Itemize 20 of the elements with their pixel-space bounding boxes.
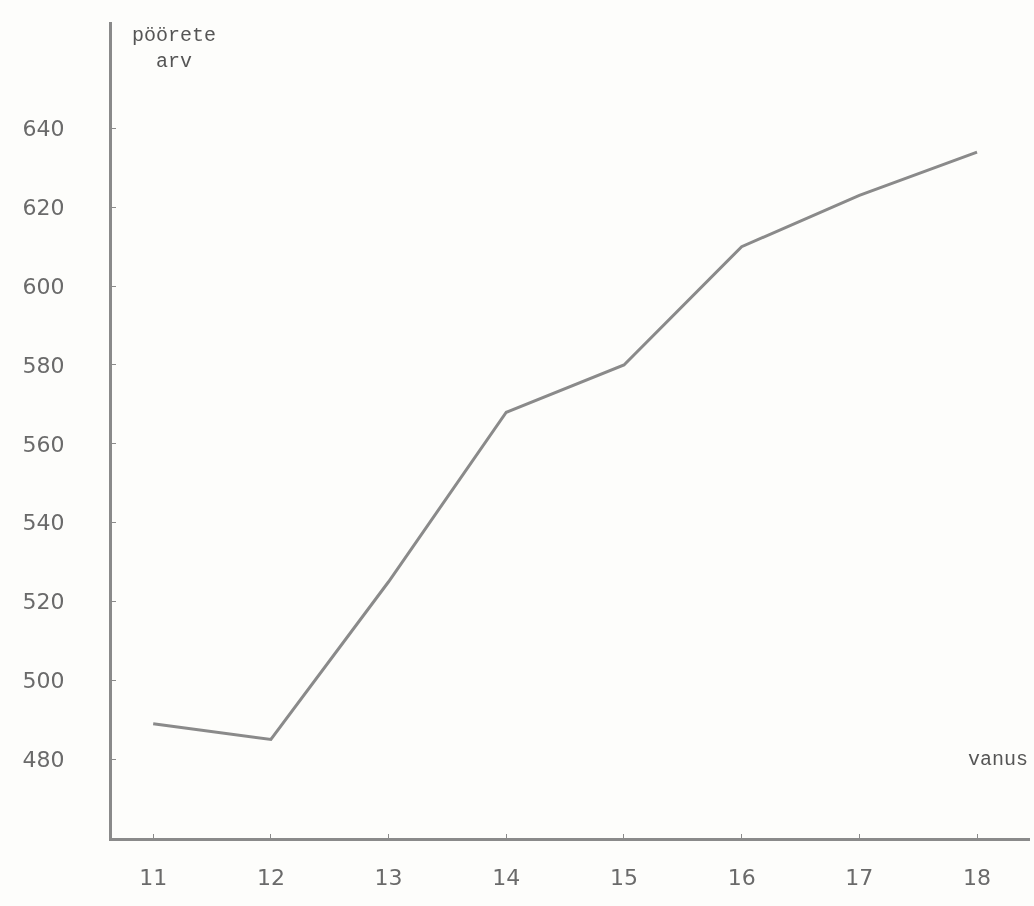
y-tick-label: 480 [22, 746, 65, 772]
x-tick-label: 17 [845, 865, 874, 891]
y-tick-label: 540 [22, 510, 65, 536]
x-tick-label: 16 [727, 865, 756, 891]
x-tick-label: 11 [139, 865, 168, 891]
x-tick-label: 15 [609, 865, 638, 891]
x-tick-label: 12 [256, 865, 285, 891]
x-tick-label: 14 [492, 865, 521, 891]
y-tick-label: 600 [22, 273, 65, 299]
x-axis-title: vanus [968, 748, 1029, 771]
y-axis-title: pöörete arv [132, 24, 217, 73]
x-tick-label: 13 [374, 865, 403, 891]
x-tick-label: 18 [963, 865, 992, 891]
y-tick-label: 560 [22, 431, 65, 457]
y-tick-label: 620 [22, 194, 65, 220]
line-series [151, 150, 979, 741]
y-tick-label: 500 [22, 668, 65, 694]
y-tick-label: 640 [22, 116, 65, 142]
y-tick-label: 580 [22, 352, 65, 378]
y-tick-label: 520 [22, 589, 65, 615]
